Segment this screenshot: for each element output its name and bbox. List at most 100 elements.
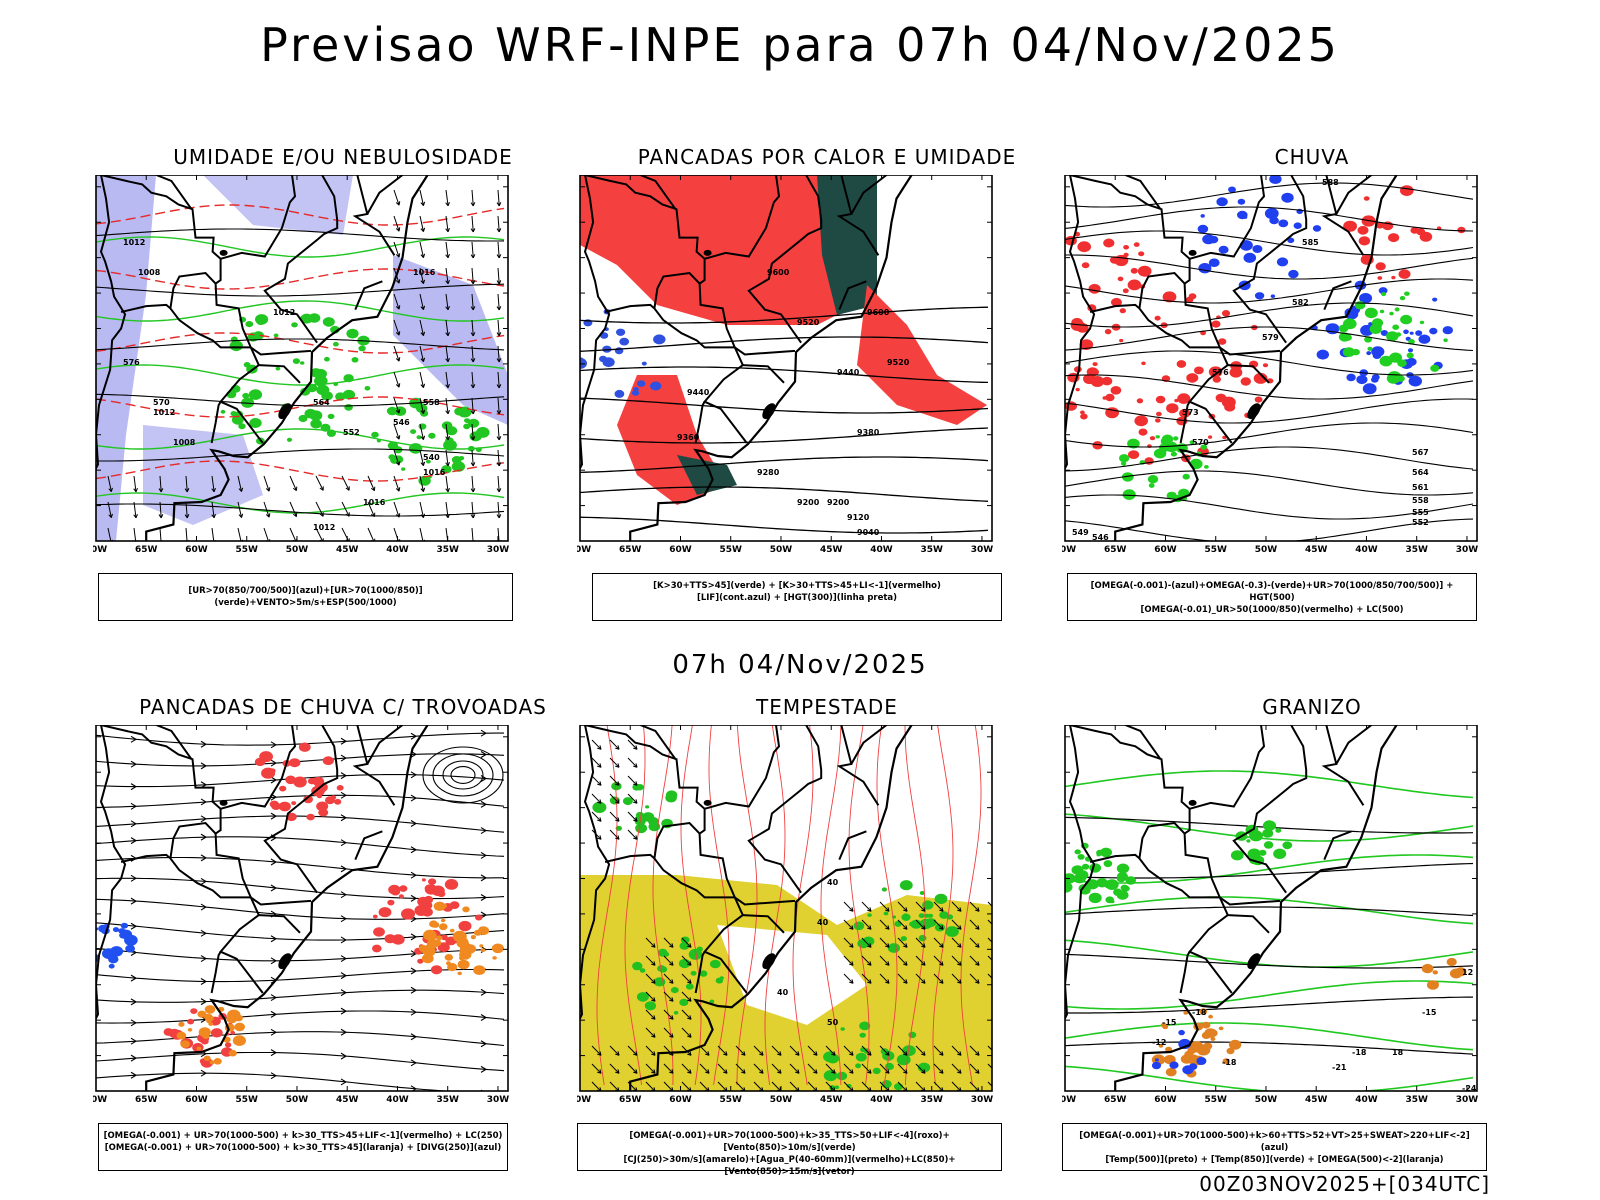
wind-vector (211, 475, 216, 493)
panel-tempestade: TEMPESTADE 4040405012S15S18S21S24S27S30S… (577, 695, 1077, 1185)
lon-tick-label: 60W (669, 545, 692, 555)
streamline-arrow (410, 986, 417, 994)
lon-tick-label: 45W (820, 1095, 843, 1105)
lon-tick-label: 30W (487, 545, 510, 555)
contour-label: 40 (827, 878, 839, 887)
lon-tick-label: 60W (1154, 1095, 1177, 1105)
wind-vector (591, 1045, 602, 1056)
field-patch (1177, 393, 1191, 404)
field-patch (342, 389, 356, 400)
field-patch (372, 914, 378, 919)
field-patch (899, 880, 913, 891)
field-patch (1105, 896, 1114, 904)
field-patch (1071, 317, 1083, 328)
wind-vector (419, 345, 426, 362)
field-patch (1182, 473, 1190, 480)
field-patch (457, 971, 463, 976)
lake (1188, 799, 1197, 806)
political-border (604, 303, 735, 349)
field-patch (648, 817, 659, 826)
wind-vector (951, 955, 962, 966)
lon-tick-label: 70W (93, 1095, 107, 1105)
lon-tick-label: 70W (93, 545, 107, 555)
field-patch (245, 321, 254, 328)
field-patch (421, 878, 426, 882)
field-patch (577, 346, 579, 349)
field-patch (1105, 879, 1119, 890)
political-border (836, 725, 880, 806)
contour-label: -24 (1462, 1084, 1477, 1093)
lake (703, 249, 712, 256)
lon-tick-label: 30W (971, 1095, 994, 1105)
wind-vector (933, 973, 944, 984)
political-border (1069, 725, 1233, 994)
field-patch (679, 998, 689, 1006)
field-patch (894, 1083, 903, 1091)
legend-umidade: [UR>70(850/700/500)](azul)+[UR>70(1000/8… (98, 573, 513, 621)
field-patch (431, 885, 445, 897)
lon-tick-label: 35W (1405, 545, 1428, 555)
wind-vector (289, 501, 298, 518)
streamline-arrow (340, 1078, 347, 1086)
field-patch (306, 813, 315, 821)
wind-vector (211, 501, 216, 519)
wind-vector (663, 937, 674, 948)
field-patch (1199, 1008, 1208, 1015)
field-patch (1262, 363, 1269, 368)
contour-label: 50 (827, 1018, 839, 1027)
field-patch (428, 878, 437, 885)
political-border (258, 364, 301, 384)
field-patch (108, 963, 115, 969)
lon-tick-label: 50W (1255, 1095, 1278, 1105)
field-patch (1169, 1061, 1179, 1069)
wind-vector (789, 1045, 800, 1056)
field-patch (823, 1070, 838, 1082)
wind-vector (158, 475, 164, 493)
field-patch (1110, 386, 1122, 395)
streamline-arrow (340, 737, 347, 745)
field-patch (900, 1104, 908, 1110)
lon-tick-label: 45W (1305, 545, 1328, 555)
field-patch (1123, 245, 1129, 250)
field-patch (440, 903, 447, 909)
wind-vector (133, 501, 138, 519)
lon-tick-label: 55W (1205, 545, 1228, 555)
field-patch (1105, 393, 1115, 402)
streamline-arrow (340, 814, 347, 822)
field-patch (447, 963, 458, 972)
wind-vector (393, 423, 401, 440)
wind-vector (897, 973, 908, 984)
streamline-arrow (410, 1059, 417, 1067)
streamline-arrow (130, 820, 137, 828)
lagoa-dos-patos (278, 403, 292, 420)
map-frame (579, 725, 993, 1092)
lon-tick-label: 45W (336, 1095, 359, 1105)
political-border (366, 175, 404, 215)
political-border (1219, 346, 1281, 356)
contour-label: -18 (1192, 1008, 1207, 1017)
lon-tick-label: 40W (386, 545, 409, 555)
contour-label: 546 (1092, 533, 1109, 542)
field-patch (1090, 376, 1105, 387)
streamline-arrow (270, 884, 277, 892)
lon-tick-label: 50W (770, 545, 793, 555)
lon-tick-label: 30W (1456, 1095, 1479, 1105)
wind-vector (445, 423, 450, 441)
wind-vector (263, 475, 271, 492)
lagoa-dos-patos (1247, 403, 1261, 420)
wind-vector (496, 449, 502, 467)
wind-vector (645, 1045, 656, 1056)
field-patch (428, 432, 436, 439)
field-patch (1178, 1029, 1185, 1036)
field-patch (129, 936, 134, 940)
field-patch (1158, 1044, 1164, 1048)
field-patch (441, 465, 452, 474)
field-patch (1196, 1044, 1211, 1056)
map-frame (579, 175, 993, 542)
field-patch (187, 1018, 195, 1025)
contour-label: 1008 (173, 438, 196, 447)
map-frame (1064, 725, 1478, 1092)
field-patch (934, 893, 948, 904)
political-border (639, 175, 677, 210)
field-patch (1386, 331, 1399, 342)
